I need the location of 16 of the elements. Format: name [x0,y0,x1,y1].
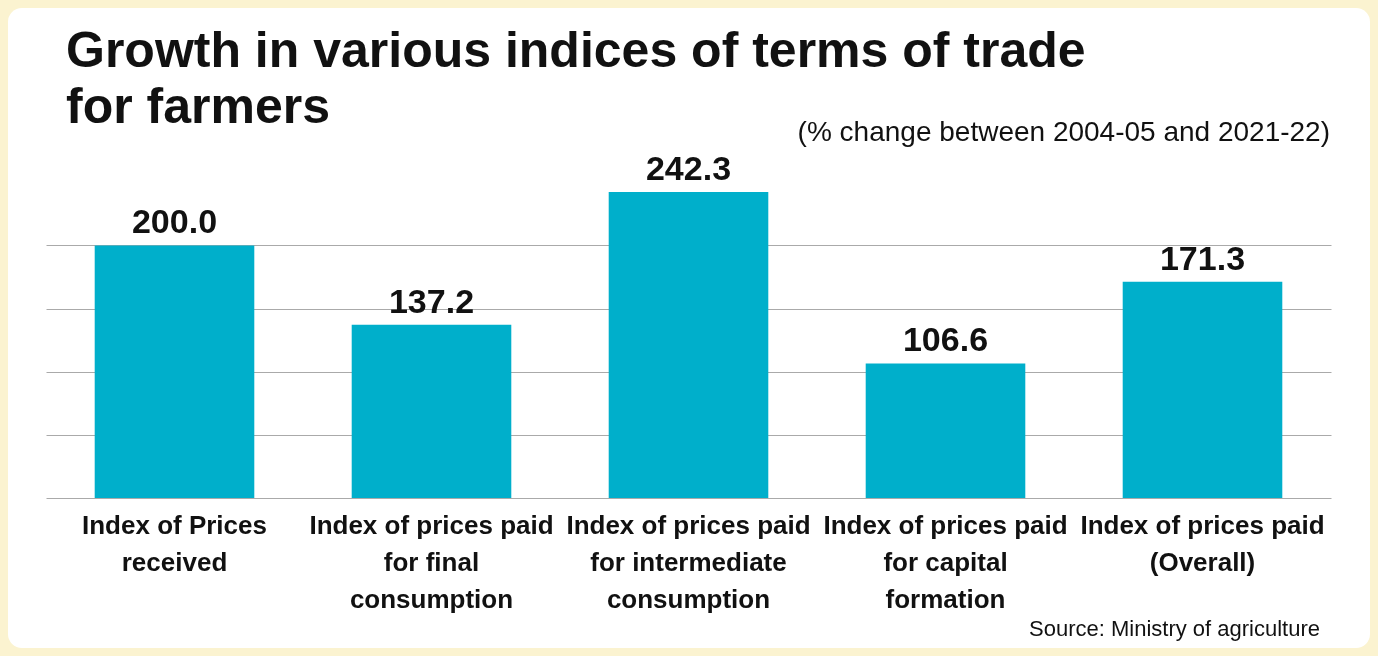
x-tick-label: Index of prices paid for intermediate consumption [566,509,811,614]
data-label: 242.3 [645,149,732,187]
data-label: 137.2 [388,281,475,320]
data-label: 171.3 [1159,238,1246,277]
bar [94,245,255,498]
bar [1122,281,1283,498]
x-tick-label: Index of prices paid for capital formation [823,509,1068,614]
bar [351,324,512,498]
data-label: 106.6 [902,320,989,359]
source-note: Source: Ministry of agriculture [1029,616,1320,642]
bar [608,192,769,498]
bar [865,363,1026,498]
data-label: 200.0 [131,202,218,241]
x-tick-label: Index of prices paid for final consumption [309,509,554,614]
x-tick-label: Index of Prices received [82,509,267,577]
x-tick-label: Index of prices paid (Overall) [1080,509,1325,577]
